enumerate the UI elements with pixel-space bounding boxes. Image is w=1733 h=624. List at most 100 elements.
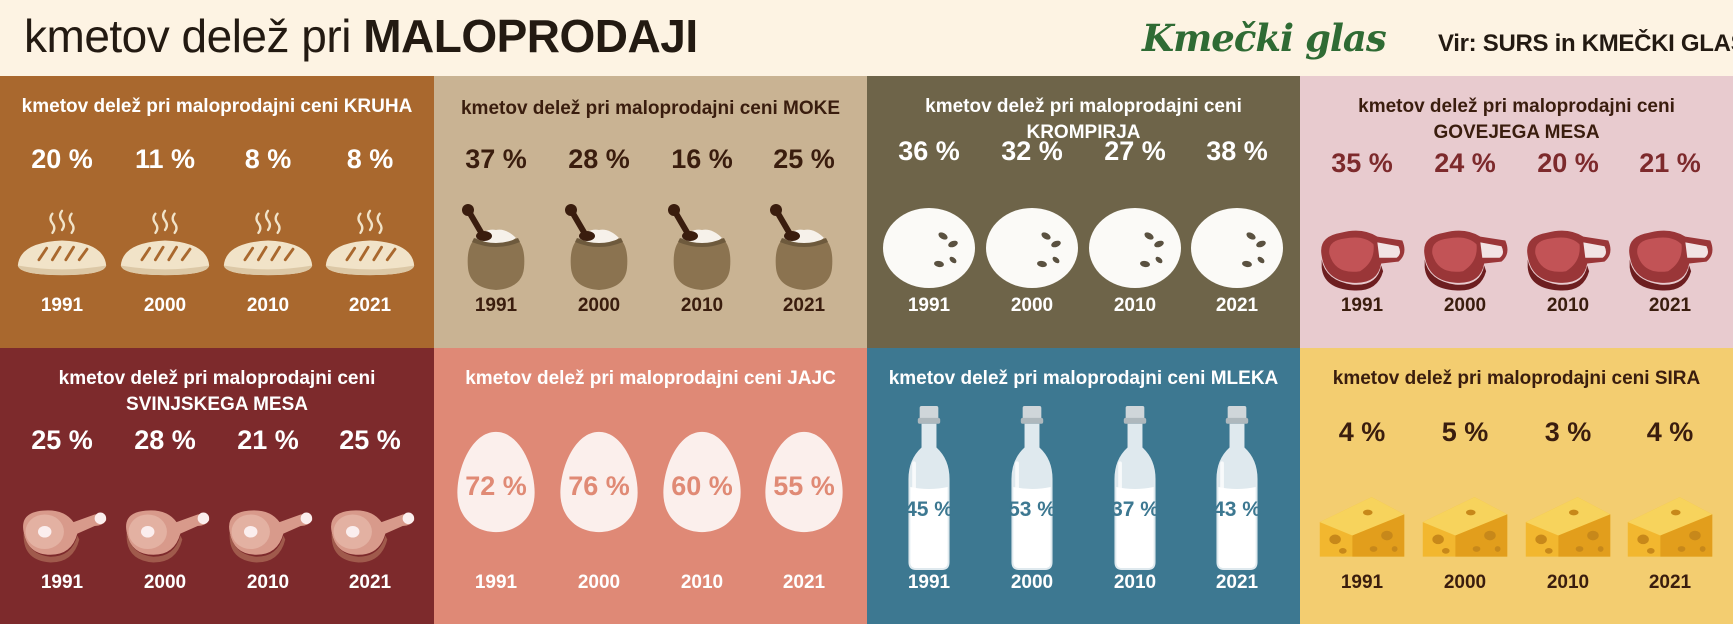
share-value: 36 % xyxy=(898,136,960,166)
panel-title-prefix: kmetov delež pri maloprodajni ceni xyxy=(925,96,1242,117)
flour-sack-icon xyxy=(549,198,649,298)
cheese-icon xyxy=(1314,476,1410,572)
bread-icon xyxy=(117,206,213,302)
share-value: 25 % xyxy=(31,425,93,455)
panel-title: kmetov delež pri maloprodajni ceni JAJC xyxy=(434,366,867,392)
cheese-icon xyxy=(1417,476,1513,572)
share-value: 21 % xyxy=(1639,148,1701,178)
share-value: 38 % xyxy=(1206,136,1268,166)
panel-flour: kmetov delež pri maloprodajni ceni MOKE … xyxy=(434,76,867,348)
panel-title-product: MLEKA xyxy=(1210,368,1279,389)
panel-potato: kmetov delež pri maloprodajni ceni KROMP… xyxy=(867,76,1300,348)
share-value: 37 % xyxy=(465,144,527,174)
year-label: 1991 xyxy=(907,295,951,316)
steak-icon xyxy=(1622,204,1718,300)
title-prefix: kmetov delež pri xyxy=(24,10,364,62)
panel-title-prefix: kmetov delež pri maloprodajni ceni xyxy=(460,98,778,119)
year-label: 2000 xyxy=(143,295,187,316)
share-value: 28 % xyxy=(568,144,630,174)
year-label: 1991 xyxy=(1340,295,1384,316)
potato-icon xyxy=(879,196,979,296)
flour-sack-icon xyxy=(754,198,854,298)
panel-title-product: KROMPIRJA xyxy=(1026,122,1141,143)
flour-sack-icon xyxy=(446,198,546,298)
panel-title: kmetov delež pri maloprodajni ceni MLEKA xyxy=(867,366,1300,392)
milk-bottle-icon xyxy=(901,404,957,572)
panel-title-prefix: kmetov delež pri maloprodajni ceni xyxy=(21,96,339,117)
milk-bottle-icon xyxy=(1209,404,1265,572)
year-label: 2000 xyxy=(1443,572,1487,593)
year-label: 1991 xyxy=(907,572,951,593)
panel-title: kmetov delež pri maloprodajni ceni SVINJS… xyxy=(0,366,434,418)
year-label: 2000 xyxy=(1010,572,1054,593)
panel-title-product: MOKE xyxy=(783,98,841,119)
header: kmetov delež pri MALOPRODAJI Kmečki glas… xyxy=(0,0,1733,76)
year-label: 1991 xyxy=(474,572,518,593)
flour-sack-icon xyxy=(652,198,752,298)
share-value: 4 % xyxy=(1338,417,1386,447)
panel-title-product: SVINJSKEGA MESA xyxy=(126,394,308,415)
egg-icon xyxy=(553,428,645,536)
panel-milk: kmetov delež pri maloprodajni ceni MLEKA… xyxy=(867,348,1300,624)
panel-title-prefix: kmetov delež pri maloprodajni ceni xyxy=(58,368,376,389)
share-value: 53 % xyxy=(1008,498,1056,521)
share-value: 55 % xyxy=(773,471,835,501)
brand-logo: Kmečki glas xyxy=(1142,16,1387,60)
year-label: 2010 xyxy=(1113,572,1157,593)
share-value: 21 % xyxy=(237,425,299,455)
title-bold: MALOPRODAJI xyxy=(363,10,698,62)
year-label: 2010 xyxy=(1546,295,1590,316)
panel-title: kmetov delež pri maloprodajni ceni GOVEJE… xyxy=(1300,94,1733,146)
panel-cheese: kmetov delež pri maloprodajni ceni SIRA … xyxy=(1300,348,1733,624)
share-value: 45 % xyxy=(905,498,953,521)
panel-title: kmetov delež pri maloprodajni ceni KRUHA xyxy=(0,94,434,120)
year-label: 2010 xyxy=(246,572,290,593)
year-label: 2000 xyxy=(143,572,187,593)
panel-title-prefix: kmetov delež pri maloprodajni ceni xyxy=(1332,368,1650,389)
share-value: 4 % xyxy=(1646,417,1694,447)
year-label: 2010 xyxy=(680,572,724,593)
steak-icon xyxy=(1417,204,1513,300)
panel-bread: kmetov delež pri maloprodajni ceni KRUHA… xyxy=(0,76,434,348)
panel-title: kmetov delež pri maloprodajni ceni KROMP… xyxy=(867,94,1300,146)
year-label: 2010 xyxy=(1113,295,1157,316)
year-label: 2000 xyxy=(577,295,621,316)
year-label: 2021 xyxy=(1648,572,1692,593)
share-value: 37 % xyxy=(1111,498,1159,521)
panel-pork: kmetov delež pri maloprodajni ceni SVINJS… xyxy=(0,348,434,624)
share-value: 8 % xyxy=(346,144,394,174)
panel-title-prefix: kmetov delež pri maloprodajni ceni xyxy=(888,368,1206,389)
steak-icon xyxy=(1314,204,1410,300)
share-value: 43 % xyxy=(1213,498,1261,521)
bread-icon xyxy=(14,206,110,302)
source-note: Vir: SURS in KMEČKI GLAS xyxy=(1438,30,1733,57)
share-value: 72 % xyxy=(465,471,527,501)
share-value: 27 % xyxy=(1104,136,1166,166)
share-value: 11 % xyxy=(134,144,196,174)
year-label: 2021 xyxy=(782,572,826,593)
share-value: 32 % xyxy=(1001,136,1063,166)
cheese-icon xyxy=(1622,476,1718,572)
share-value: 25 % xyxy=(773,144,835,174)
share-value: 25 % xyxy=(339,425,401,455)
panel-title: kmetov delež pri maloprodajni ceni SIRA xyxy=(1300,366,1733,392)
share-value: 8 % xyxy=(244,144,292,174)
share-value: 20 % xyxy=(31,144,93,174)
share-value: 16 % xyxy=(671,144,733,174)
panel-title-product: SIRA xyxy=(1654,368,1701,389)
ham-icon xyxy=(117,478,213,574)
egg-icon xyxy=(450,428,542,536)
bread-icon xyxy=(220,206,316,302)
panel-title: kmetov delež pri maloprodajni ceni MOKE xyxy=(434,96,867,122)
panel-eggs: kmetov delež pri maloprodajni ceni JAJC … xyxy=(434,348,867,624)
ham-icon xyxy=(14,478,110,574)
year-label: 2021 xyxy=(1648,295,1692,316)
ham-icon xyxy=(322,478,418,574)
share-value: 24 % xyxy=(1434,148,1496,178)
year-label: 2021 xyxy=(1215,295,1259,316)
year-label: 1991 xyxy=(40,572,84,593)
egg-icon xyxy=(758,428,850,536)
year-label: 2000 xyxy=(1010,295,1054,316)
year-label: 2000 xyxy=(577,572,621,593)
milk-bottle-icon xyxy=(1107,404,1163,572)
